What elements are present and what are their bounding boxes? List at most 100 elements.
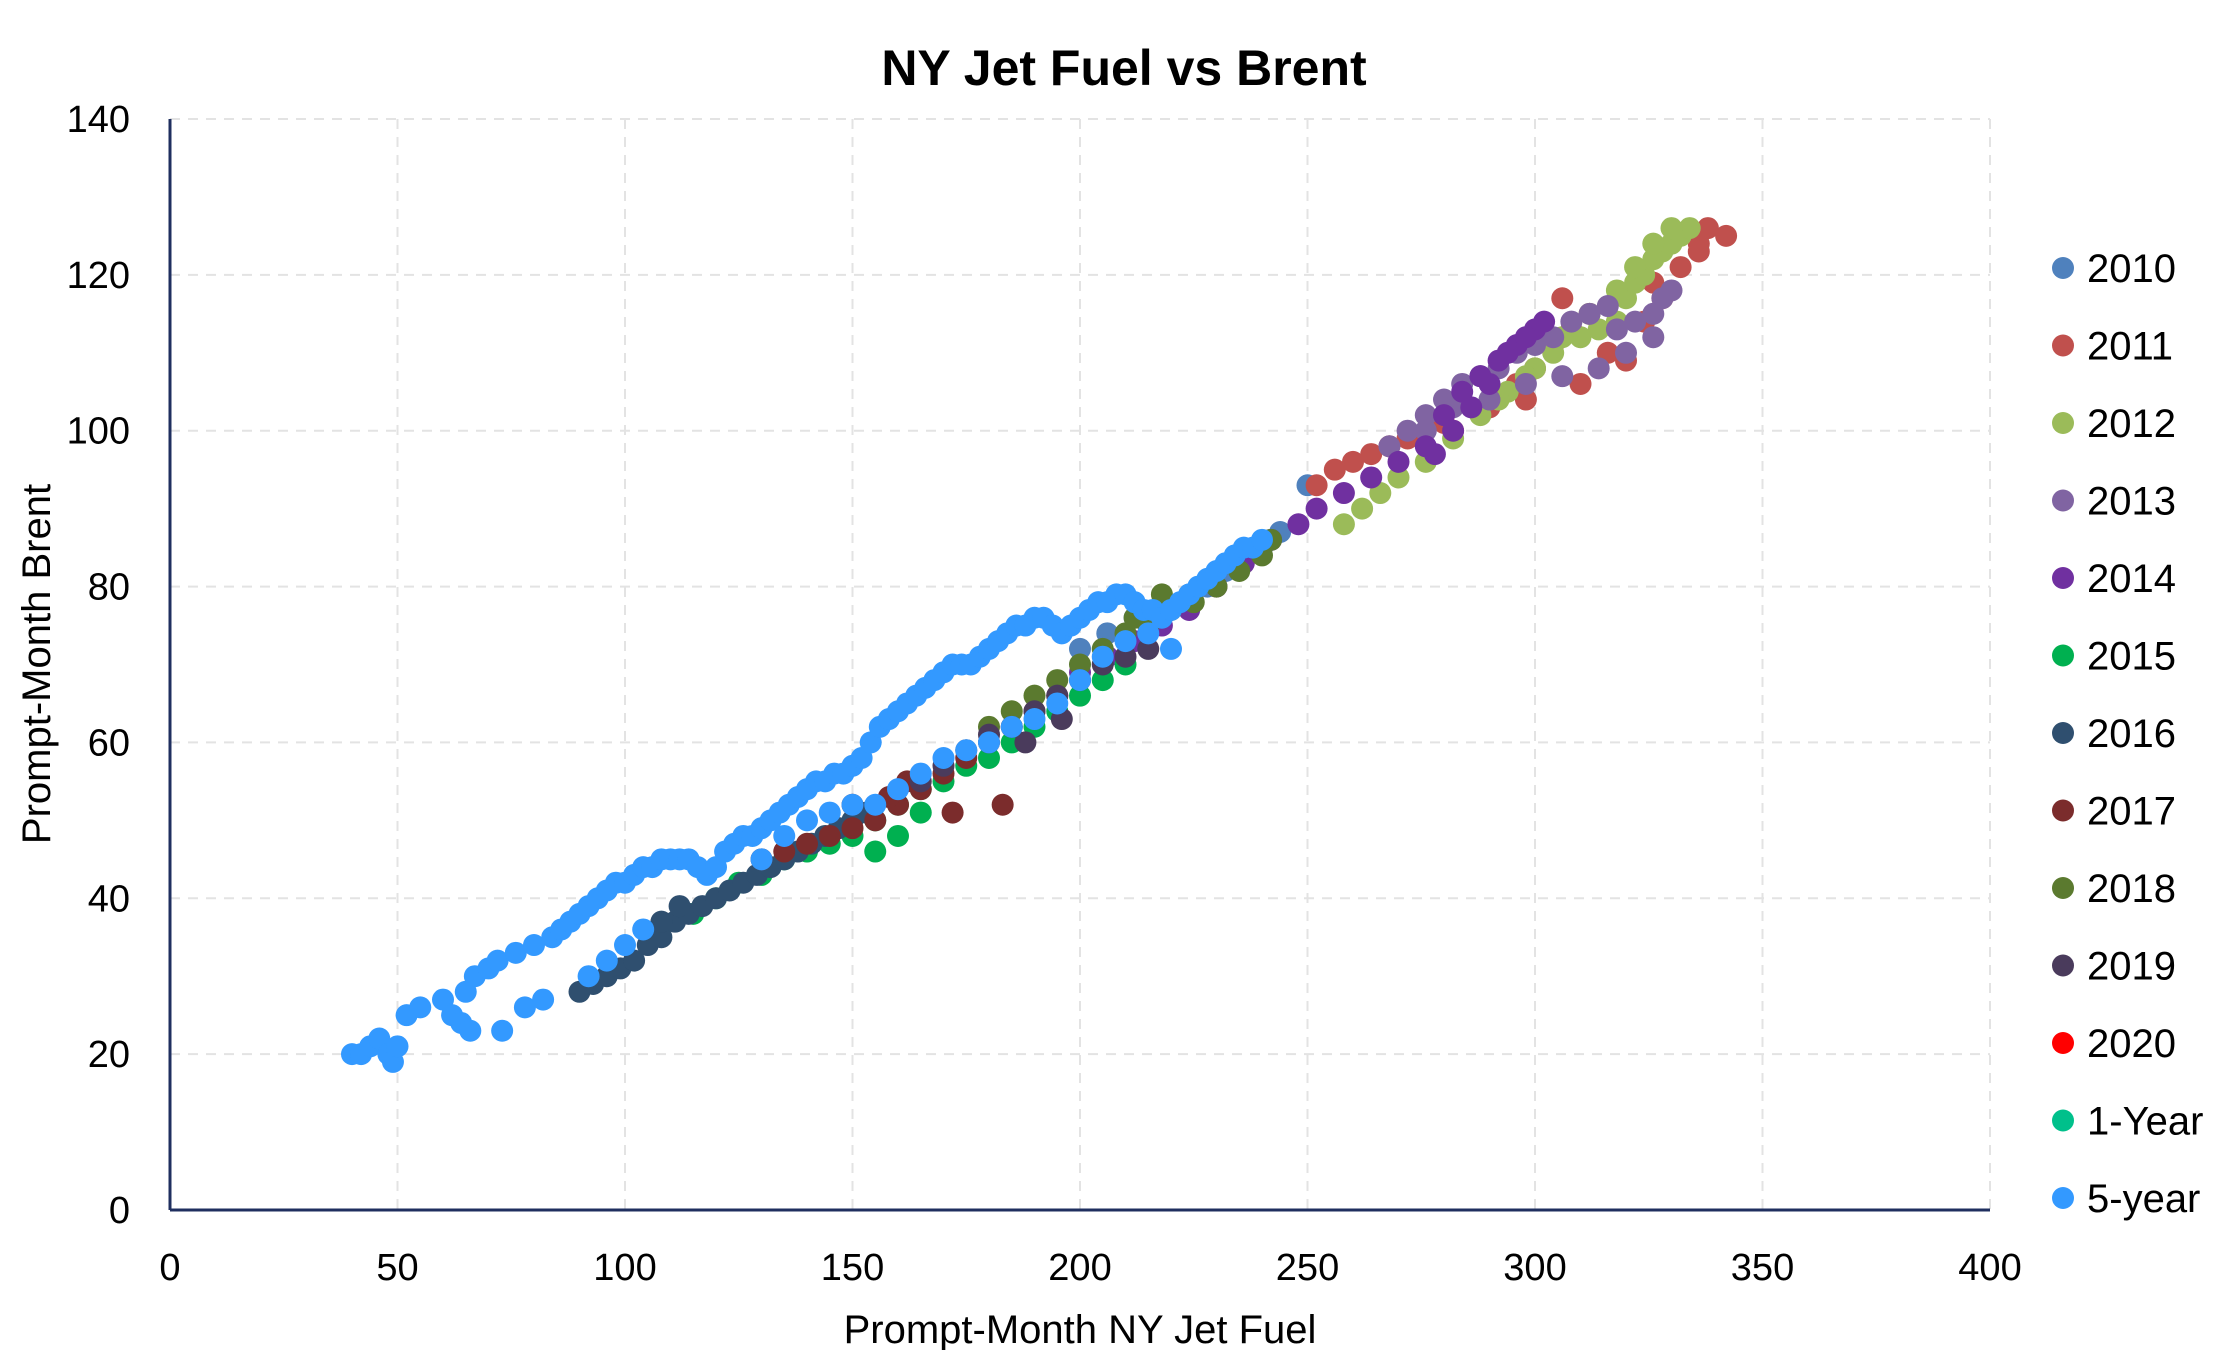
data-point	[386, 1035, 409, 1058]
data-point	[932, 747, 955, 770]
data-point	[1605, 318, 1628, 341]
data-point	[887, 778, 909, 801]
data-point	[1332, 513, 1355, 536]
data-point	[1478, 372, 1501, 395]
data-point	[1642, 326, 1665, 349]
y-tick-label: 0	[109, 1190, 130, 1232]
data-point	[1660, 217, 1683, 240]
legend-item: 2011	[2052, 325, 2173, 369]
data-point	[1251, 528, 1273, 551]
y-tick-labels: 0 20 40 60 80 100 120 140	[67, 99, 130, 1232]
legend-marker	[2052, 644, 2074, 667]
data-point	[577, 965, 600, 988]
data-point	[1137, 637, 1160, 660]
legend-item: 2017	[2052, 790, 2176, 834]
data-point	[486, 949, 509, 972]
data-point	[1696, 217, 1719, 240]
data-point	[1715, 224, 1738, 247]
legend-label: 2013	[2087, 480, 2176, 524]
data-point	[409, 996, 432, 1019]
data-point	[818, 824, 841, 847]
data-point	[864, 809, 887, 832]
data-point	[1023, 684, 1046, 707]
legend: 2010 2011 2012 2013 2014 2015 2016 2017 2018 2019…	[2052, 247, 2203, 1221]
x-tick-label: 400	[1958, 1247, 2021, 1289]
legend-item: 1-Year	[2052, 1100, 2203, 1144]
legend-label: 2010	[2087, 247, 2176, 291]
data-point	[909, 801, 932, 824]
data-point	[1660, 279, 1683, 302]
data-point	[1615, 341, 1637, 364]
data-point	[841, 793, 864, 816]
data-point	[1442, 419, 1465, 442]
data-point	[1046, 692, 1069, 715]
legend-label: 2016	[2087, 712, 2176, 756]
data-point	[1323, 458, 1346, 481]
data-point	[1460, 396, 1483, 419]
legend-item: 2013	[2052, 480, 2176, 524]
data-point	[1360, 443, 1383, 466]
data-point	[978, 747, 1000, 770]
data-point	[796, 809, 818, 832]
legend-item: 2010	[2052, 247, 2176, 291]
data-point	[504, 941, 527, 964]
legend-item: 5-year	[2052, 1177, 2200, 1221]
data-point	[1023, 708, 1046, 731]
legend-marker	[2052, 567, 2074, 589]
data-point	[1414, 419, 1437, 442]
chart-title: NY Jet Fuel vs Brent	[881, 40, 1367, 96]
data-point	[1091, 645, 1114, 668]
legend-marker	[2052, 722, 2074, 744]
legend-item: 2020	[2052, 1022, 2176, 1066]
data-point	[909, 762, 932, 785]
data-point	[1514, 326, 1537, 349]
legend-label: 2014	[2087, 557, 2176, 601]
data-point	[1137, 622, 1160, 645]
series-2010	[1069, 474, 1319, 660]
series-2013	[1378, 279, 1683, 458]
data-point	[1069, 653, 1091, 676]
x-tick-label: 250	[1276, 1247, 1339, 1289]
data-point	[1351, 497, 1374, 520]
data-point	[1669, 256, 1692, 279]
data-point	[1000, 715, 1023, 738]
data-point	[1014, 731, 1037, 754]
legend-marker	[2052, 1187, 2074, 1209]
x-axis-label: Prompt-Month NY Jet Fuel	[844, 1308, 1317, 1350]
data-point	[1478, 388, 1501, 411]
data-point	[632, 918, 655, 941]
data-point	[513, 996, 536, 1019]
legend-marker	[2052, 489, 2074, 512]
legend-item: 2014	[2052, 557, 2176, 601]
legend-marker	[2052, 799, 2074, 822]
data-point	[1360, 466, 1383, 489]
data-point	[1114, 630, 1137, 653]
data-point	[650, 910, 673, 933]
legend-label: 2015	[2087, 635, 2176, 679]
data-point	[796, 832, 818, 855]
data-point	[1069, 637, 1091, 660]
data-point	[1423, 443, 1446, 466]
data-point	[864, 840, 887, 863]
legend-label: 2017	[2087, 790, 2176, 834]
data-point	[773, 824, 796, 847]
y-tick-label: 40	[88, 878, 130, 920]
data-point	[1551, 365, 1574, 388]
data-point	[1587, 357, 1610, 380]
data-point	[991, 793, 1014, 816]
x-tick-labels: 0 50 100 150 200 250 300 350 400	[159, 1247, 2021, 1289]
y-tick-label: 80	[88, 567, 130, 609]
data-point	[941, 801, 964, 824]
data-point	[1069, 669, 1091, 692]
data-point	[1305, 474, 1328, 497]
data-point	[1387, 450, 1410, 473]
y-tick-label: 140	[67, 99, 130, 141]
data-point	[1533, 310, 1556, 333]
data-point	[650, 926, 673, 949]
data-point	[887, 824, 909, 847]
data-point	[1551, 287, 1574, 310]
data-point	[955, 739, 978, 762]
legend-item: 2019	[2052, 945, 2176, 989]
y-tick-label: 120	[67, 255, 130, 297]
data-point	[864, 793, 887, 816]
